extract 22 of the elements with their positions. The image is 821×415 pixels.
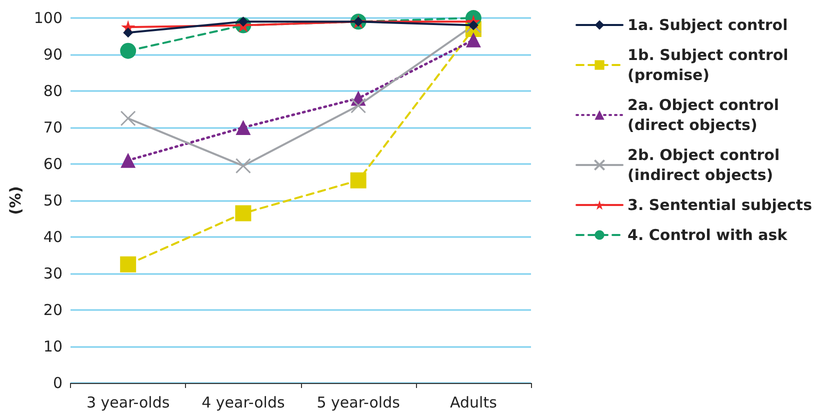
y-tick-label: 10: [43, 338, 63, 356]
y-tick-label: 50: [43, 192, 63, 210]
y-tick-label: 60: [43, 155, 63, 173]
y-tick-label: 100: [34, 9, 63, 27]
x-tick-label: 4 year-olds: [202, 394, 285, 412]
legend-label: 2b. Object control (indirect objects): [628, 146, 780, 184]
y-axis-title: (%): [6, 186, 24, 215]
legend-label: 1a. Subject control: [628, 16, 788, 34]
y-tick-label: 20: [43, 301, 63, 319]
x-tick-label: Adults: [450, 394, 498, 412]
legend-label: 4. Control with ask: [628, 226, 788, 244]
legend-label: 3. Sentential subjects: [628, 196, 812, 214]
legend-label: 2a. Object control (direct objects): [628, 96, 779, 134]
y-tick-label: 90: [43, 46, 63, 64]
y-tick-label: 30: [43, 264, 63, 282]
x-tick-label: 5 year-olds: [316, 394, 400, 412]
y-tick-label: 0: [52, 374, 63, 392]
y-tick-label: 80: [43, 82, 63, 100]
y-tick-label: 70: [43, 118, 63, 136]
legend-label: 1b. Subject control (promise): [628, 46, 788, 84]
x-tick-label: 3 year-olds: [86, 394, 170, 412]
y-tick-label: 40: [43, 228, 63, 246]
